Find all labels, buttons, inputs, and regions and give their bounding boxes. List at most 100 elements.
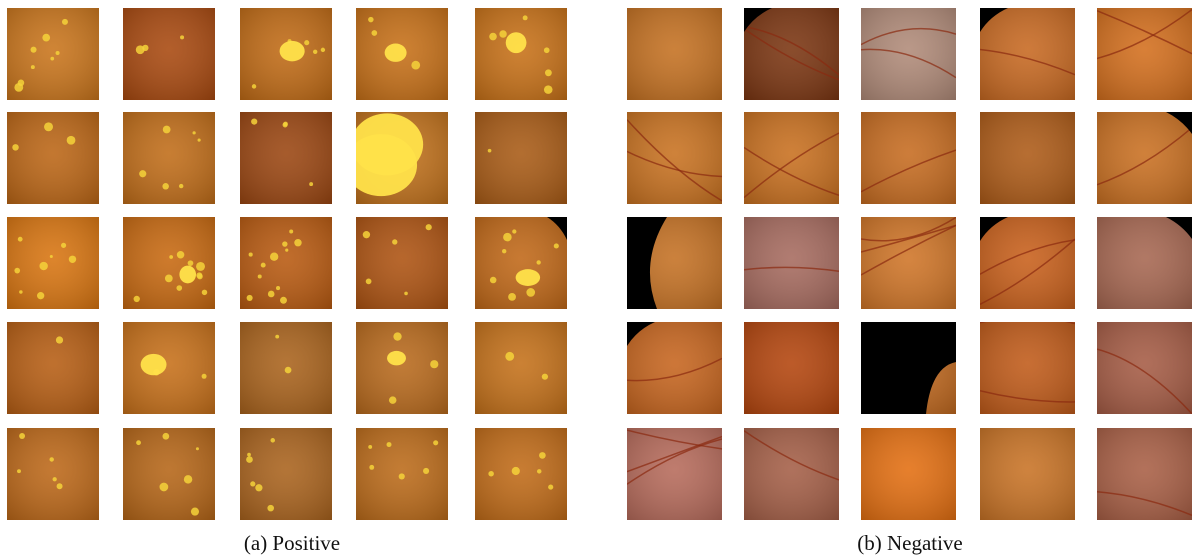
image-tile	[475, 322, 567, 414]
tile-shade	[7, 112, 99, 204]
exudate	[196, 447, 199, 450]
exudate	[69, 256, 76, 263]
exudate	[177, 251, 185, 259]
exudate	[371, 30, 377, 36]
tile-shade	[123, 322, 215, 414]
image-tile	[744, 112, 839, 204]
exudate	[42, 34, 50, 42]
tile-shade	[980, 112, 1075, 204]
exudate	[61, 243, 66, 248]
exudate	[163, 126, 171, 134]
exudate	[548, 484, 553, 489]
exudate	[366, 278, 372, 284]
exudate	[14, 268, 20, 274]
exudate	[503, 233, 512, 242]
exudate	[389, 396, 397, 404]
exudate	[141, 354, 167, 375]
exudate	[280, 297, 287, 304]
tile-shade	[980, 322, 1075, 414]
image-tile	[861, 428, 956, 520]
exudate	[523, 15, 528, 20]
image-tile	[980, 217, 1075, 309]
exudate	[62, 19, 68, 25]
image-tile	[627, 322, 722, 414]
image-tile	[627, 428, 722, 520]
exudate	[536, 260, 540, 264]
tile-shade	[980, 428, 1075, 520]
exudate	[14, 83, 23, 92]
tile-shade	[861, 112, 956, 204]
exudate	[180, 35, 184, 39]
exudate	[554, 243, 559, 248]
tile-shade	[1097, 112, 1192, 204]
tile-shade	[240, 428, 332, 520]
exudate	[345, 134, 417, 196]
exudate	[283, 122, 288, 127]
image-tile	[240, 8, 332, 100]
tile-shade	[7, 428, 99, 520]
exudate	[502, 249, 506, 253]
exudate	[50, 57, 54, 61]
image-tile	[123, 112, 215, 204]
exudate	[56, 336, 63, 343]
exudate	[19, 433, 25, 439]
exudate	[275, 335, 279, 339]
exudate	[162, 433, 169, 440]
exudate	[285, 367, 292, 374]
exudate	[369, 465, 374, 470]
image-tile	[123, 217, 215, 309]
exudate	[142, 45, 148, 51]
exudate	[246, 456, 253, 463]
exudate	[188, 260, 194, 266]
exudate	[136, 440, 141, 445]
exudate	[165, 275, 173, 283]
exudate	[31, 65, 35, 69]
image-tile	[7, 112, 99, 204]
tile-shade	[123, 8, 215, 100]
image-tile	[240, 217, 332, 309]
exudate	[309, 182, 313, 186]
image-tile	[7, 8, 99, 100]
exudate	[385, 44, 407, 62]
exudate	[268, 291, 275, 298]
image-tile	[123, 428, 215, 520]
image-tile	[744, 428, 839, 520]
exudate	[191, 508, 199, 516]
exudate	[251, 118, 257, 124]
figure: (a) Positive (b) Negative	[0, 0, 1194, 559]
exudate	[512, 229, 516, 233]
exudate	[387, 442, 392, 447]
image-tile	[744, 8, 839, 100]
exudate	[19, 290, 22, 293]
exudate	[169, 255, 173, 259]
exudate	[544, 47, 550, 53]
image-tile	[475, 8, 567, 100]
exudate	[392, 239, 397, 244]
exudate	[508, 293, 516, 301]
exudate	[321, 48, 325, 52]
tile-shade	[744, 322, 839, 414]
exudate	[255, 484, 262, 491]
tile-shade	[861, 8, 956, 100]
exudate	[489, 33, 497, 41]
image-tile	[345, 112, 448, 204]
exudate	[50, 255, 53, 258]
exudate	[261, 263, 266, 268]
exudate	[179, 266, 196, 284]
exudate	[280, 41, 305, 62]
exudate	[198, 139, 201, 142]
image-tile	[7, 322, 99, 414]
image-tile	[744, 322, 839, 414]
tile-shade	[980, 217, 1075, 309]
tile-shade	[627, 8, 722, 100]
image-tile	[123, 322, 215, 414]
tile-shade	[861, 428, 956, 520]
exudate	[270, 253, 278, 261]
exudate	[159, 483, 168, 492]
exudate	[270, 438, 275, 443]
exudate	[505, 352, 514, 361]
exudate	[426, 224, 432, 230]
exudate	[282, 241, 287, 246]
exudate	[247, 453, 251, 457]
exudate	[184, 475, 192, 483]
